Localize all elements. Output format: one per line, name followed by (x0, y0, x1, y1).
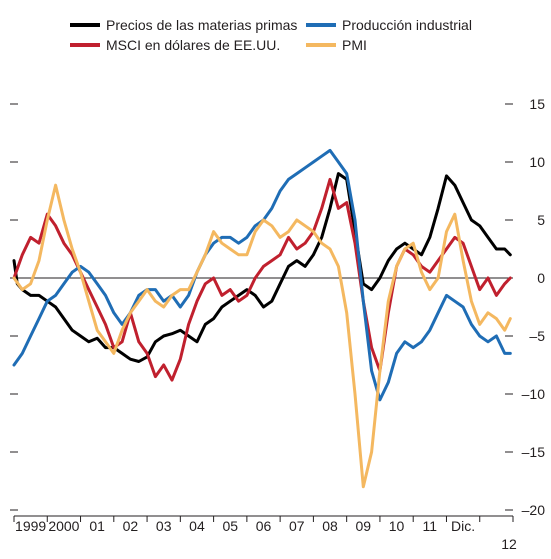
x-tick-label: 2000 (48, 518, 79, 534)
chart-series (12, 148, 512, 489)
y-tick-label: 0 (537, 270, 545, 286)
y-tick-label: 5 (537, 212, 545, 228)
x-tick-label: 09 (356, 518, 372, 534)
legend-entry-msci: MSCI en dólares de EE.UU. (70, 36, 280, 54)
legend-swatch-msci (70, 43, 100, 47)
x-tick-label: 08 (322, 518, 338, 534)
x-tick-label: 1999 (15, 518, 46, 534)
x-tick-label: 06 (256, 518, 272, 534)
x-tick-label: 11 (423, 518, 438, 534)
chart-tick-labels: 15 10 5 0 –5 –10 –15 –20 1999 2000 01 02 03 04 05 06 07 0… (15, 96, 545, 552)
y-tick-label: –20 (522, 502, 546, 518)
legend-label-msci: MSCI en dólares de EE.UU. (106, 37, 281, 53)
legend-swatch-pmi (306, 43, 336, 47)
legend-entry-industrial: Producción industrial (306, 16, 472, 34)
y-tick-label: 15 (529, 96, 545, 112)
x-tick-label: 01 (89, 518, 105, 534)
chart-legend: Precios de las materias primas MSCI en d… (0, 16, 551, 56)
legend-entry-commodity: Precios de las materias primas (70, 16, 297, 34)
y-tick-label: –5 (529, 328, 545, 344)
x-tick-label: 03 (156, 518, 172, 534)
x-tick-label: 10 (389, 518, 405, 534)
legend-swatch-commodity (70, 23, 100, 27)
legend-label-pmi: PMI (342, 37, 367, 53)
x-tick-label: 07 (289, 518, 305, 534)
y-tick-label: –15 (522, 444, 546, 460)
series-line-commodity (12, 172, 512, 363)
legend-swatch-industrial (306, 23, 336, 27)
x-tick-label: Dic. (451, 518, 475, 534)
legend-label-industrial: Producción industrial (342, 17, 472, 33)
series-line-industrial (12, 148, 512, 402)
x-tick-label: 02 (123, 518, 139, 534)
legend-label-commodity: Precios de las materias primas (106, 17, 298, 33)
x-tick-label: 04 (189, 518, 205, 534)
x-tick-label: 12 (501, 536, 517, 552)
x-tick-label: 05 (222, 518, 238, 534)
chart-axes (10, 103, 514, 522)
y-tick-label: 10 (529, 154, 545, 170)
y-tick-label: –10 (522, 386, 546, 402)
series-line-pmi (12, 183, 512, 489)
legend-entry-pmi: PMI (306, 36, 367, 54)
series-line-msci (12, 177, 512, 382)
